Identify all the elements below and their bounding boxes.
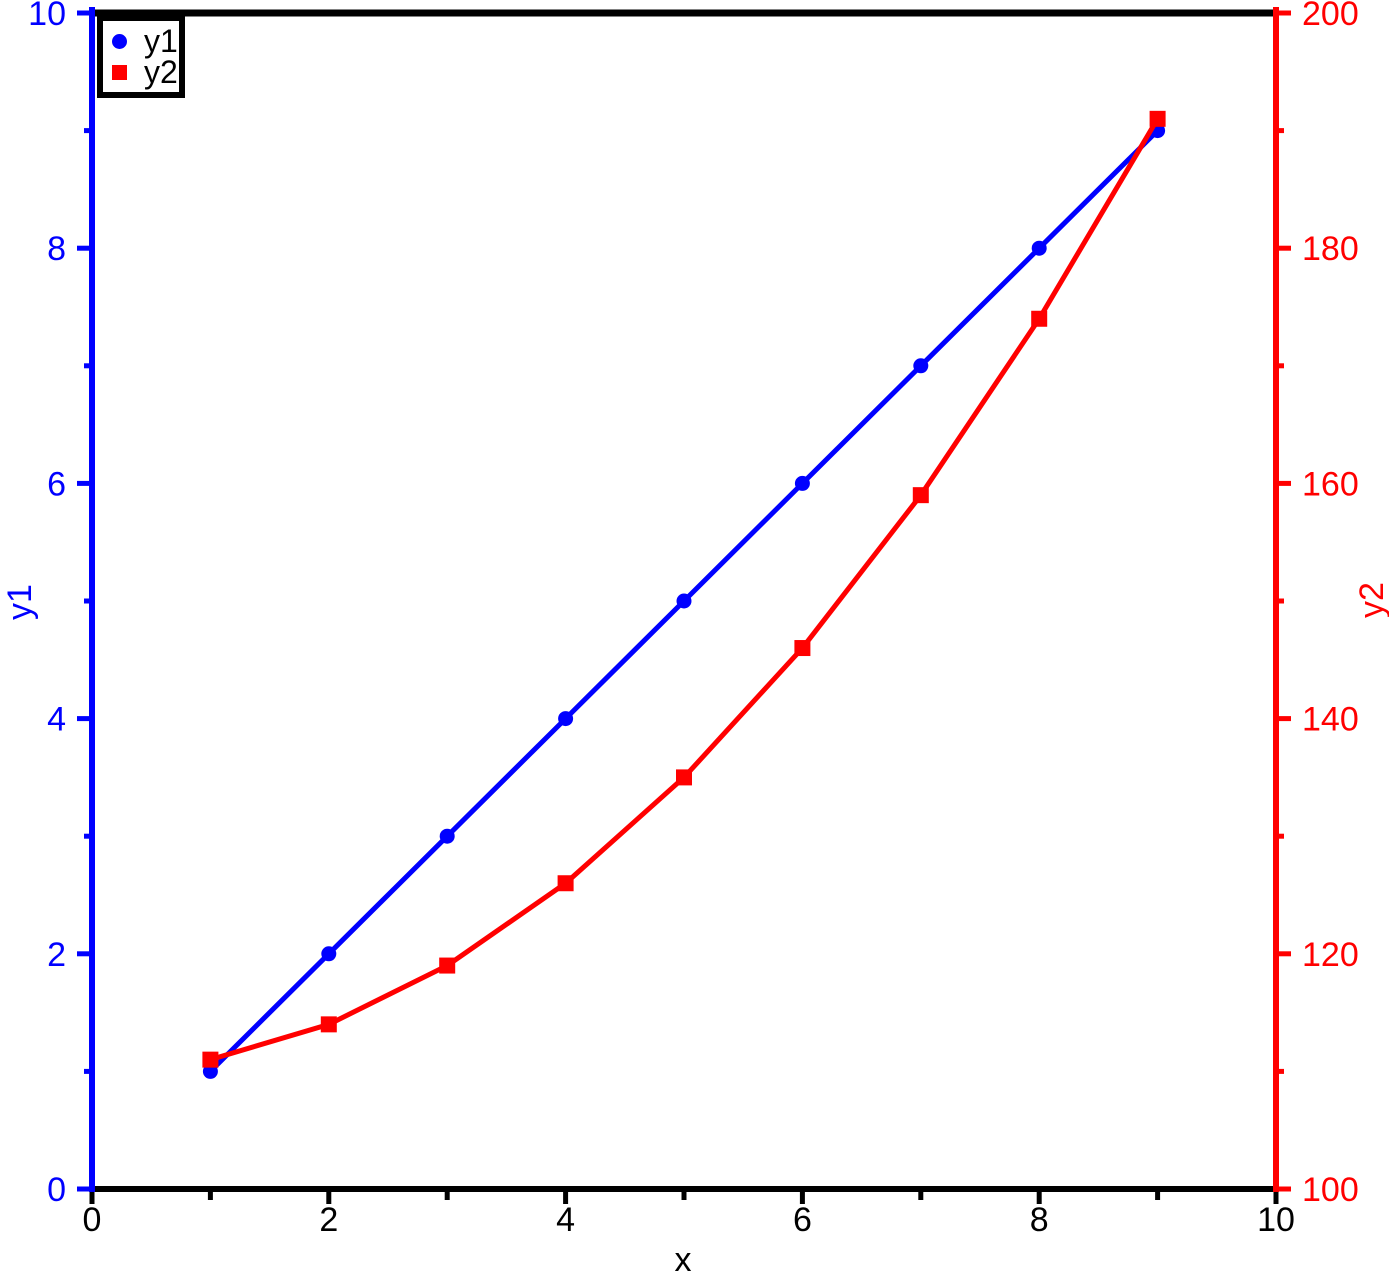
- legend-label-y1: y1: [144, 23, 178, 59]
- y2-point: [202, 1051, 219, 1068]
- x-axis-ticks: 0 2 4 6 8 10: [83, 1189, 1295, 1239]
- y1-tick-label: 10: [28, 0, 66, 33]
- y2-tick-label: 160: [1302, 465, 1359, 503]
- y1-tick-label: 2: [47, 936, 66, 974]
- y1-point: [202, 1063, 218, 1079]
- series-y2: [202, 110, 1166, 1068]
- legend-entry-y2: y2: [112, 56, 179, 88]
- legend: y1 y2: [97, 15, 185, 98]
- y2-tick-label: 120: [1302, 936, 1359, 974]
- y1-circle-marker-icon: [112, 33, 127, 49]
- y1-tick-label: 6: [47, 465, 66, 503]
- y2-point: [1149, 110, 1166, 127]
- y1-point: [1031, 240, 1047, 256]
- y2-point: [557, 875, 574, 892]
- x-tick-label: 2: [319, 1201, 338, 1239]
- y2-square-marker-icon: [112, 64, 127, 80]
- y2-tick-label: 100: [1302, 1171, 1359, 1209]
- y1-point: [676, 593, 692, 609]
- y2-point: [320, 1016, 337, 1033]
- y1-axis-label: y1: [1, 584, 39, 620]
- y1-tick-label: 0: [47, 1171, 66, 1209]
- y2-tick-label: 180: [1302, 230, 1359, 268]
- y2-point: [794, 640, 811, 657]
- legend-entry-y1: y1: [112, 25, 179, 57]
- y1-point: [913, 358, 929, 374]
- x-axis-label: x: [674, 1241, 692, 1273]
- x-tick-label: 4: [556, 1201, 575, 1239]
- y1-tick-label: 8: [47, 230, 66, 268]
- y2-line: [209, 117, 1160, 1063]
- y1-point: [558, 711, 574, 727]
- x-tick-label: 6: [793, 1201, 812, 1239]
- plot-frame: [89, 7, 1279, 1192]
- y-right-axis-ticks: 100 120 140 160 180 200: [1276, 0, 1359, 1209]
- y2-point: [439, 957, 456, 974]
- y1-tick-label: 4: [47, 701, 66, 739]
- legend-label-y2: y2: [144, 54, 178, 90]
- x-tick-label: 8: [1030, 1201, 1049, 1239]
- x-tick-label: 0: [83, 1201, 102, 1239]
- y2-tick-label: 200: [1302, 0, 1359, 33]
- y2-point: [1031, 310, 1048, 327]
- y1-point: [439, 828, 455, 844]
- y2-point: [912, 487, 929, 504]
- y2-point: [676, 769, 692, 786]
- y2-tick-label: 140: [1302, 701, 1359, 739]
- y1-point: [321, 946, 337, 962]
- y1-point: [794, 475, 810, 491]
- y2-axis-label: y2: [1353, 582, 1389, 618]
- x-tick-label: 10: [1257, 1201, 1295, 1239]
- series-y1: [202, 123, 1166, 1079]
